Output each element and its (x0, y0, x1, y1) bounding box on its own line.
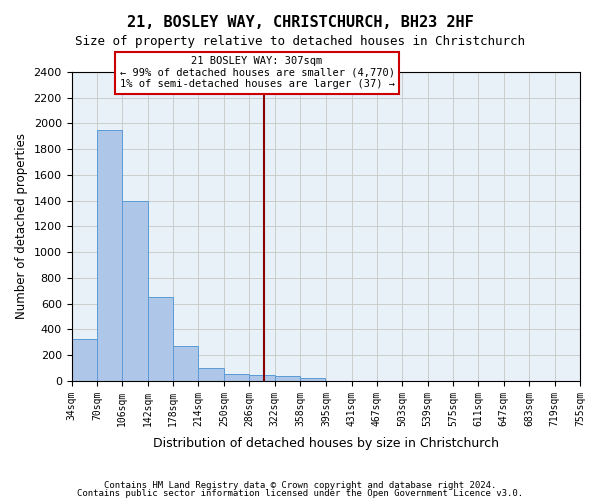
Text: Size of property relative to detached houses in Christchurch: Size of property relative to detached ho… (75, 35, 525, 48)
Bar (97, 130, 122, 381)
Bar (275, 376, 300, 381)
Y-axis label: Number of detached properties: Number of detached properties (15, 134, 28, 320)
Bar (122, 200, 148, 381)
Text: 21, BOSLEY WAY, CHRISTCHURCH, BH23 2HF: 21, BOSLEY WAY, CHRISTCHURCH, BH23 2HF (127, 15, 473, 30)
Text: Contains HM Land Registry data © Crown copyright and database right 2024.: Contains HM Land Registry data © Crown c… (104, 481, 496, 490)
X-axis label: Distribution of detached houses by size in Christchurch: Distribution of detached houses by size … (153, 437, 499, 450)
Text: 21 BOSLEY WAY: 307sqm
← 99% of detached houses are smaller (4,770)
1% of semi-de: 21 BOSLEY WAY: 307sqm ← 99% of detached … (119, 56, 395, 90)
Bar (224, 374, 249, 381)
Text: Contains public sector information licensed under the Open Government Licence v3: Contains public sector information licen… (77, 488, 523, 498)
Bar (148, 297, 173, 381)
Bar (173, 346, 199, 381)
Bar (300, 378, 325, 381)
Bar (199, 368, 224, 381)
Bar (71, 339, 97, 381)
Bar (249, 375, 275, 381)
